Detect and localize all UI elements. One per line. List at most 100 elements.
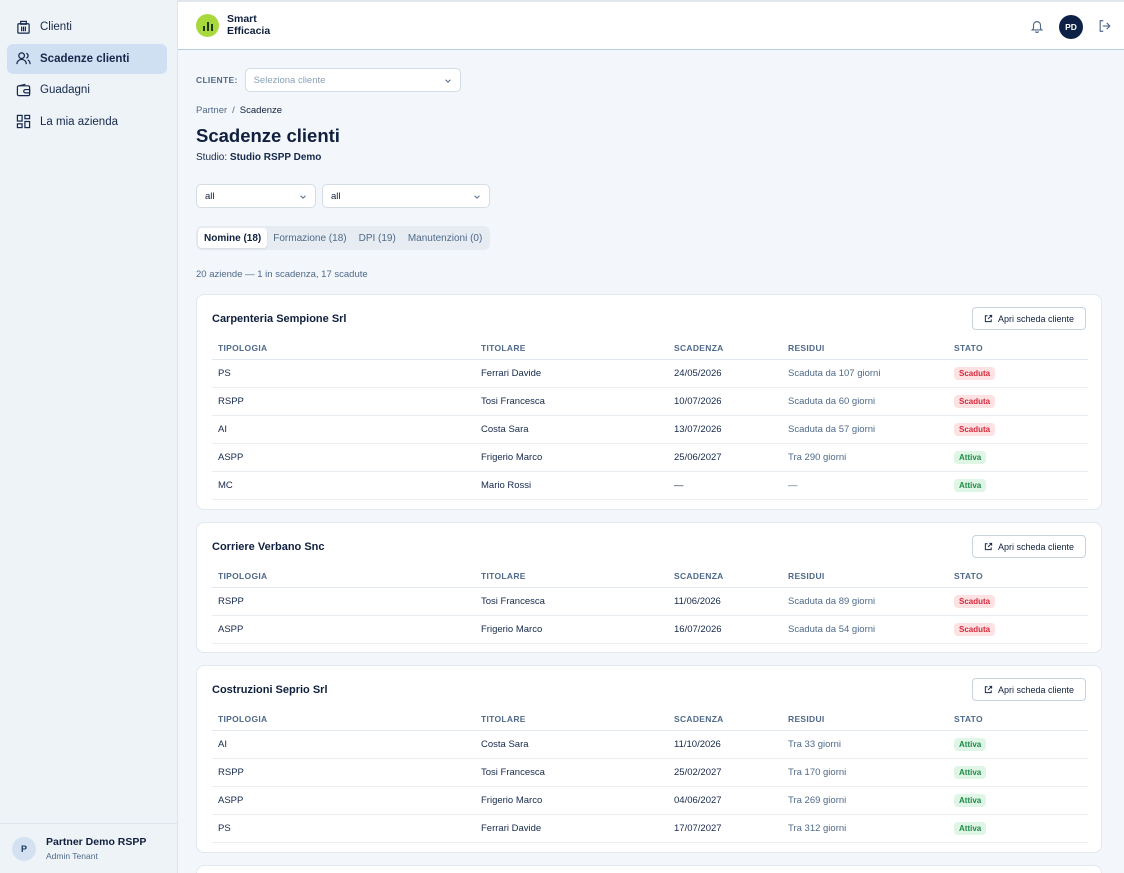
status-badge: Scaduta: [954, 594, 996, 608]
cell-tipologia: RSPP: [212, 587, 475, 616]
chevron-down-icon: [444, 79, 451, 83]
user-avatar[interactable]: PD: [1059, 15, 1083, 39]
deadlines-table: TIPOLOGIA TITOLARE SCADENZA RESIDUI STAT…: [212, 708, 1088, 843]
cell-residui: Tra 290 giorni: [782, 443, 948, 472]
filter-select-2[interactable]: all: [322, 184, 490, 208]
table-header-row: TIPOLOGIA TITOLARE SCADENZA RESIDUI STAT…: [212, 708, 1088, 731]
logo-text-line1: Smart: [227, 13, 257, 25]
grid-icon: [16, 114, 31, 129]
cell-tipologia: PS: [212, 359, 475, 388]
table-row: AI Costa Sara 13/07/2026 Scaduta da 57 g…: [212, 415, 1088, 444]
status-badge: Scaduta: [954, 394, 996, 408]
table-row: PS Ferrari Davide 24/05/2026 Scaduta da …: [212, 359, 1088, 388]
sidebar-item-label: Guadagni: [40, 84, 90, 96]
breadcrumb-separator: /: [232, 105, 235, 116]
company-name: Corriere Verbano Snc: [212, 541, 325, 553]
status-badge: Attiva: [954, 478, 987, 492]
table-row: ASPP Frigerio Marco 16/07/2026 Scaduta d…: [212, 615, 1088, 644]
sidebar-item-label: La mia azienda: [40, 115, 118, 128]
col-stato: STATO: [948, 708, 1088, 731]
cell-scadenza: 11/06/2026: [668, 587, 782, 616]
tab-manutenzioni[interactable]: Manutenzioni (0): [407, 232, 483, 244]
cell-stato: Scaduta: [948, 359, 1088, 388]
cell-scadenza: 25/06/2027: [668, 443, 782, 472]
cell-titolare: Tosi Francesca: [475, 387, 668, 416]
open-client-label: Apri scheda cliente: [997, 313, 1075, 324]
sidebar-item-guadagni[interactable]: Guadagni: [7, 75, 167, 105]
breadcrumb: Partner / Scadenze: [196, 105, 282, 116]
breadcrumb-current: Scadenze: [239, 105, 283, 116]
external-link-icon: [984, 685, 993, 694]
wallet-icon: [16, 83, 31, 96]
sidebar-item-la-mia-azienda[interactable]: La mia azienda: [7, 107, 167, 137]
col-stato: STATO: [948, 565, 1088, 588]
cell-titolare: Costa Sara: [475, 415, 668, 444]
cell-residui: Scaduta da 60 giorni: [782, 387, 948, 416]
sidebar: Clienti Scadenze clienti Guadagni La mia…: [0, 0, 178, 873]
cell-titolare: Frigerio Marco: [475, 615, 668, 644]
client-label: CLIENTE:: [196, 75, 238, 85]
client-select-placeholder: Seleziona cliente: [253, 74, 326, 86]
sidebar-item-label: Clienti: [40, 21, 72, 33]
tab-nomine[interactable]: Nomine (18): [198, 228, 268, 248]
user-role: Admin Tenant: [46, 851, 98, 861]
logout-icon[interactable]: [1098, 19, 1112, 33]
table-header-row: TIPOLOGIA TITOLARE SCADENZA RESIDUI STAT…: [212, 565, 1088, 588]
tab-dpi[interactable]: DPI (19): [358, 232, 396, 244]
cell-scadenza: 24/05/2026: [668, 359, 782, 388]
open-client-label: Apri scheda cliente: [997, 541, 1075, 552]
col-residui: RESIDUI: [782, 708, 948, 731]
client-select[interactable]: Seleziona cliente: [244, 68, 461, 92]
col-scadenza: SCADENZA: [668, 337, 782, 360]
sidebar-item-clienti[interactable]: Clienti: [7, 12, 167, 42]
cell-titolare: Mario Rossi: [475, 471, 668, 500]
cell-tipologia: ASPP: [212, 443, 475, 472]
sidebar-footer[interactable]: P Partner Demo RSPP Admin Tenant: [0, 823, 178, 873]
cell-residui: Scaduta da 57 giorni: [782, 415, 948, 444]
cell-tipologia: PS: [212, 814, 475, 843]
status-badge: Attiva: [954, 765, 987, 779]
sidebar-item-scadenze-clienti[interactable]: Scadenze clienti: [7, 43, 167, 74]
open-client-button[interactable]: Apri scheda cliente: [972, 678, 1086, 701]
open-client-button[interactable]: Apri scheda cliente: [972, 307, 1086, 330]
table-row: RSPP Tosi Francesca 25/02/2027 Tra 170 g…: [212, 758, 1088, 787]
cell-scadenza: 04/06/2027: [668, 786, 782, 815]
company-card: [196, 865, 1102, 873]
sidebar-nav: Clienti Scadenze clienti Guadagni La mia…: [0, 0, 177, 137]
cell-titolare: Frigerio Marco: [475, 443, 668, 472]
cell-residui: Scaduta da 89 giorni: [782, 587, 948, 616]
open-client-button[interactable]: Apri scheda cliente: [972, 535, 1086, 558]
table-header-row: TIPOLOGIA TITOLARE SCADENZA RESIDUI STAT…: [212, 337, 1088, 360]
deadlines-table: TIPOLOGIA TITOLARE SCADENZA RESIDUI STAT…: [212, 565, 1088, 644]
open-client-label: Apri scheda cliente: [997, 684, 1075, 695]
cell-residui: —: [782, 471, 948, 500]
bell-icon[interactable]: [1030, 19, 1044, 33]
cell-titolare: Frigerio Marco: [475, 786, 668, 815]
filter-select-1[interactable]: all: [196, 184, 316, 208]
cell-scadenza: 17/07/2027: [668, 814, 782, 843]
logo-chart-icon: [196, 13, 219, 37]
company-name: Carpenteria Sempione Srl: [212, 313, 347, 325]
client-selector-row: CLIENTE: Seleziona cliente: [196, 68, 461, 92]
cell-tipologia: AI: [212, 415, 475, 444]
company-card: Costruzioni Seprio Srl Apri scheda clien…: [196, 665, 1102, 853]
cell-titolare: Tosi Francesca: [475, 758, 668, 787]
cell-titolare: Ferrari Davide: [475, 814, 668, 843]
breadcrumb-partner[interactable]: Partner: [196, 105, 228, 116]
col-residui: RESIDUI: [782, 337, 948, 360]
filter-select-2-value: all: [331, 190, 341, 202]
cell-stato: Attiva: [948, 471, 1088, 500]
col-titolare: TITOLARE: [475, 708, 668, 731]
table-row: RSPP Tosi Francesca 10/07/2026 Scaduta d…: [212, 387, 1088, 416]
cell-stato: Attiva: [948, 814, 1088, 843]
filter-select-1-value: all: [205, 190, 215, 202]
col-titolare: TITOLARE: [475, 565, 668, 588]
company-card: Carpenteria Sempione Srl Apri scheda cli…: [196, 294, 1102, 510]
tab-formazione[interactable]: Formazione (18): [273, 232, 347, 244]
table-row: PS Ferrari Davide 17/07/2027 Tra 312 gio…: [212, 814, 1088, 843]
status-badge: Scaduta: [954, 422, 996, 436]
app-logo[interactable]: Smart Efficacia: [196, 13, 270, 37]
cell-stato: Scaduta: [948, 415, 1088, 444]
cell-residui: Scaduta da 107 giorni: [782, 359, 948, 388]
cell-tipologia: RSPP: [212, 387, 475, 416]
